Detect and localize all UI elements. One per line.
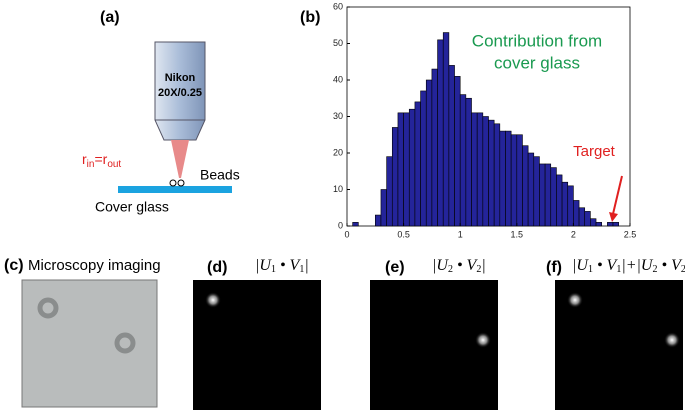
panel-label: (c) (4, 257, 24, 274)
annotation: Contribution from (472, 31, 602, 50)
bar (516, 134, 523, 227)
cover-glass-label: Cover glass (95, 199, 169, 215)
panel-label: (e) (385, 259, 405, 276)
y-tick-label: 0 (338, 220, 343, 230)
arrow-head (609, 212, 618, 222)
bead-image (37, 297, 59, 319)
bead (169, 179, 177, 187)
formula: |U1 • V1|+|U2 • V2| (572, 257, 685, 276)
panel-title: Microscopy imaging (28, 257, 161, 274)
spot (475, 332, 491, 348)
bar (465, 97, 472, 227)
bar (612, 222, 619, 227)
bar (408, 108, 416, 227)
x-tick-label: 0 (344, 229, 349, 239)
bar (431, 68, 438, 227)
bead (177, 179, 185, 187)
bar (414, 101, 421, 227)
bar (442, 32, 450, 227)
x-tick-label: 2 (571, 229, 576, 239)
bar (391, 127, 399, 227)
histogram: 0 0.5 1 1.5 2 2.5 0 10 20 30 40 50 60 Contribution fr… (333, 1, 636, 239)
formula: |U2 • V2| (432, 257, 486, 276)
bar (482, 116, 489, 227)
spot (205, 292, 221, 308)
y-tick-label: 20 (333, 147, 343, 157)
bar (533, 156, 540, 227)
panel-label: (a) (100, 9, 120, 26)
bar (539, 163, 546, 227)
annotation: Target (573, 143, 616, 160)
bar (403, 112, 410, 227)
bar (595, 222, 602, 227)
bar (380, 189, 387, 227)
microscopy-image (21, 279, 158, 408)
bar (527, 152, 535, 227)
bar (505, 130, 512, 227)
panel-label: (d) (207, 259, 227, 276)
bar (420, 90, 427, 227)
bar (578, 207, 586, 227)
bar (488, 119, 495, 227)
y-tick-label: 30 (333, 111, 343, 121)
beam (171, 140, 189, 178)
bar (510, 134, 518, 227)
bar (550, 167, 557, 227)
result-image (370, 280, 498, 410)
radius-label: rin=rout (82, 151, 121, 170)
bar (561, 181, 569, 227)
bar (437, 39, 444, 227)
objective-text: 20X/0.25 (158, 87, 202, 99)
bar (397, 112, 404, 227)
formula: |U1 • V1| (255, 257, 309, 276)
beads-label: Beads (200, 167, 240, 183)
x-tick-label: 2.5 (624, 229, 637, 239)
bar (499, 130, 506, 227)
x-tick-label: 1 (458, 229, 463, 239)
arrow (612, 175, 623, 215)
bar (459, 94, 467, 227)
spot (567, 292, 583, 308)
cover-glass (118, 186, 232, 193)
bar (476, 112, 484, 227)
bar (573, 200, 580, 227)
x-tick-label: 0.5 (397, 229, 410, 239)
x-tick-label: 1.5 (511, 229, 524, 239)
bar (374, 214, 382, 227)
bar (522, 145, 529, 227)
panel-label: (b) (300, 9, 320, 26)
bar (352, 222, 359, 227)
bar (607, 222, 614, 227)
y-tick-label: 60 (333, 1, 343, 11)
y-tick-label: 50 (333, 38, 343, 48)
y-tick-label: 40 (333, 74, 343, 84)
bar (493, 123, 501, 227)
bar (448, 65, 455, 227)
objective-text: Nikon (165, 72, 196, 84)
annotation: cover glass (494, 53, 580, 72)
bar (544, 163, 552, 227)
spot (664, 332, 680, 348)
bar (567, 185, 574, 227)
bead-image (114, 332, 136, 354)
bar (386, 156, 393, 227)
bar (425, 79, 433, 227)
y-tick-label: 10 (333, 184, 343, 194)
bar (590, 218, 597, 227)
bar (454, 76, 461, 227)
bar (584, 211, 591, 227)
panel-label: (f) (546, 259, 562, 276)
bar (471, 112, 478, 227)
bar (556, 174, 563, 227)
